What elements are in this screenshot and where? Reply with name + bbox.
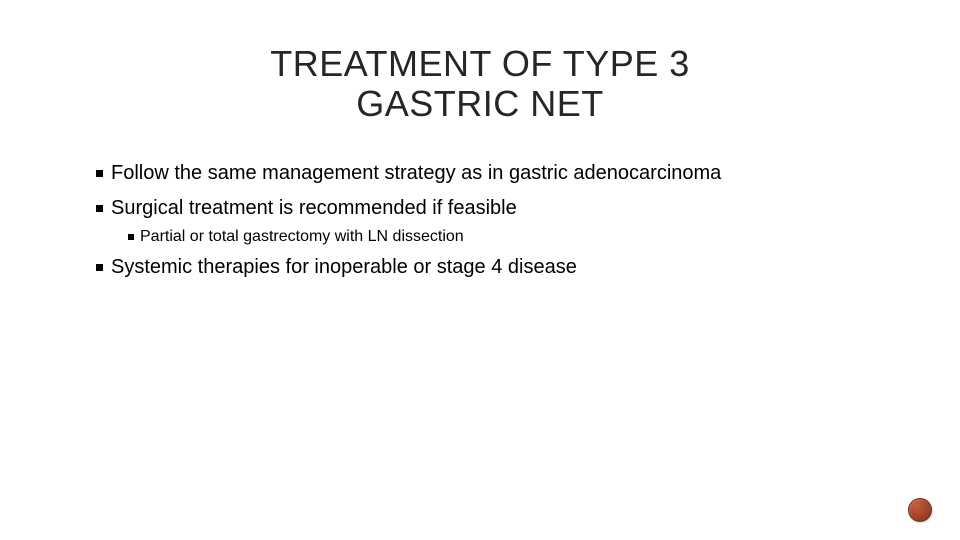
- bullet-level-1: Follow the same management strategy as i…: [96, 160, 886, 187]
- bullet-marker-icon: [128, 234, 134, 240]
- slide-title: TREATMENT OF TYPE 3 GASTRIC NET: [0, 44, 960, 123]
- bullet-level-2: Partial or total gastrectomy with LN dis…: [128, 228, 886, 246]
- bullet-level-1: Surgical treatment is recommended if fea…: [96, 195, 886, 222]
- bullet-text: Systemic therapies for inoperable or sta…: [111, 256, 577, 278]
- bullet-text: Surgical treatment is recommended if fea…: [111, 197, 517, 219]
- bullet-marker-icon: [96, 264, 103, 271]
- bullet-text: Follow the same management strategy as i…: [111, 162, 721, 184]
- bullet-marker-icon: [96, 205, 103, 212]
- title-line-2: GASTRIC NET: [356, 83, 604, 124]
- slide: TREATMENT OF TYPE 3 GASTRIC NET Follow t…: [0, 0, 960, 540]
- bullet-list: Follow the same management strategy as i…: [96, 152, 886, 281]
- title-line-1: TREATMENT OF TYPE 3: [270, 43, 690, 84]
- corner-ornament-icon: [908, 498, 932, 522]
- bullet-marker-icon: [96, 170, 103, 177]
- bullet-level-1: Systemic therapies for inoperable or sta…: [96, 254, 886, 281]
- bullet-text: Partial or total gastrectomy with LN dis…: [140, 228, 464, 245]
